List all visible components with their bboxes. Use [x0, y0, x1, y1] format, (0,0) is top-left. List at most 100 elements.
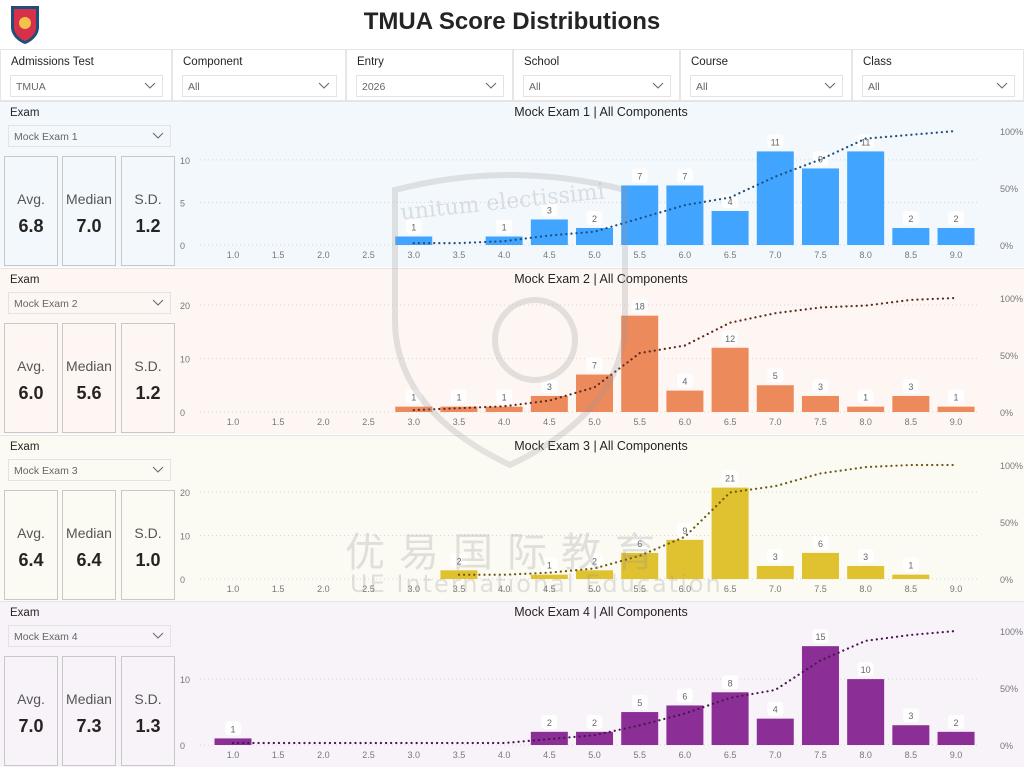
data-label-bg: [450, 389, 467, 404]
bar[interactable]: [847, 565, 885, 579]
y2-tick-label: 50%: [1000, 184, 1018, 194]
data-label: 6: [818, 539, 823, 549]
data-label-bg: [541, 714, 558, 729]
chevron-down-icon: [152, 466, 164, 473]
bar[interactable]: [711, 487, 749, 579]
bar[interactable]: [711, 692, 749, 745]
bar[interactable]: [485, 236, 523, 245]
bar[interactable]: [666, 185, 704, 245]
bar[interactable]: [530, 219, 568, 245]
bar[interactable]: [576, 570, 614, 579]
bar[interactable]: [892, 227, 930, 245]
bar[interactable]: [621, 712, 659, 745]
bar[interactable]: [847, 406, 885, 412]
bar[interactable]: [801, 395, 839, 412]
bar[interactable]: [801, 168, 839, 245]
bar[interactable]: [621, 552, 659, 579]
x-tick-label: 6.0: [679, 417, 692, 427]
bar[interactable]: [576, 227, 614, 245]
data-label-bg: [586, 357, 603, 372]
exam-dropdown-value: Mock Exam 3: [14, 465, 78, 477]
bar[interactable]: [440, 406, 478, 412]
data-label-bg: [767, 548, 784, 563]
data-label-bg: [948, 210, 965, 225]
x-tick-label: 9.0: [950, 417, 963, 427]
bar[interactable]: [666, 705, 704, 745]
x-tick-label: 8.0: [859, 750, 872, 760]
data-label: 4: [682, 377, 687, 387]
bar[interactable]: [847, 679, 885, 745]
filter-dropdown[interactable]: All: [862, 75, 1015, 97]
bar[interactable]: [937, 406, 975, 412]
filter-dropdown[interactable]: All: [523, 75, 671, 97]
bar[interactable]: [892, 395, 930, 412]
bar[interactable]: [892, 725, 930, 745]
filter-label: School: [524, 56, 560, 68]
bar[interactable]: [214, 738, 252, 745]
bar[interactable]: [937, 731, 975, 745]
bar[interactable]: [756, 565, 794, 579]
chart-title: Mock Exam 4 | All Components: [514, 605, 688, 619]
bar[interactable]: [485, 406, 523, 412]
kpi-card-sd: S.D. 1.3: [121, 656, 175, 766]
bar[interactable]: [530, 395, 568, 412]
data-label: 3: [863, 552, 868, 562]
bar[interactable]: [621, 185, 659, 245]
exam-dropdown[interactable]: Mock Exam 2: [8, 292, 171, 314]
bar[interactable]: [847, 151, 885, 245]
bar[interactable]: [711, 347, 749, 412]
filter-dropdown[interactable]: All: [690, 75, 843, 97]
x-tick-label: 7.0: [769, 417, 782, 427]
bar[interactable]: [892, 574, 930, 579]
bar[interactable]: [756, 151, 794, 245]
x-tick-label: 7.5: [814, 250, 827, 260]
data-label: 1: [230, 724, 235, 734]
data-label-bg: [812, 378, 829, 393]
x-tick-label: 5.5: [633, 417, 646, 427]
bar[interactable]: [801, 646, 839, 745]
bar[interactable]: [937, 227, 975, 245]
exam-dropdown[interactable]: Mock Exam 4: [8, 625, 171, 647]
bar[interactable]: [666, 539, 704, 579]
bar[interactable]: [576, 731, 614, 745]
exam-dropdown[interactable]: Mock Exam 1: [8, 125, 171, 147]
data-label-bg: [722, 470, 739, 485]
bar[interactable]: [801, 552, 839, 579]
filter-dropdown[interactable]: TMUA: [10, 75, 163, 97]
chevron-down-icon: [996, 82, 1008, 89]
x-tick-label: 1.5: [272, 584, 285, 594]
bar[interactable]: [666, 390, 704, 412]
data-label: 1: [456, 393, 461, 403]
filter-dropdown[interactable]: All: [182, 75, 337, 97]
data-label-bg: [812, 151, 829, 166]
bar[interactable]: [530, 574, 568, 579]
bar[interactable]: [395, 236, 433, 245]
x-tick-label: 7.0: [769, 750, 782, 760]
data-label-bg: [586, 210, 603, 225]
data-label: 2: [954, 718, 959, 728]
kpi-label: Avg.: [17, 525, 45, 541]
data-label-bg: [676, 168, 693, 183]
chevron-down-icon: [144, 82, 156, 89]
bar[interactable]: [711, 210, 749, 245]
y-tick-label: 0: [180, 575, 185, 585]
bar[interactable]: [756, 718, 794, 745]
x-tick-label: 3.0: [408, 584, 421, 594]
data-label-bg: [812, 535, 829, 550]
bar[interactable]: [756, 385, 794, 412]
x-tick-label: 4.0: [498, 250, 511, 260]
data-label-bg: [631, 535, 648, 550]
filter-dropdown[interactable]: 2026: [356, 75, 504, 97]
exam-dropdown[interactable]: Mock Exam 3: [8, 459, 171, 481]
filter-course: Course All: [680, 49, 852, 101]
x-tick-label: 4.0: [498, 750, 511, 760]
x-tick-label: 9.0: [950, 584, 963, 594]
data-label: 5: [773, 371, 778, 381]
data-label: 1: [908, 561, 913, 571]
chevron-down-icon: [318, 82, 330, 89]
kpi-value: 7.0: [18, 716, 44, 736]
y2-tick-label: 50%: [1000, 518, 1018, 528]
bar[interactable]: [621, 315, 659, 412]
x-tick-label: 8.0: [859, 584, 872, 594]
bar[interactable]: [576, 374, 614, 412]
